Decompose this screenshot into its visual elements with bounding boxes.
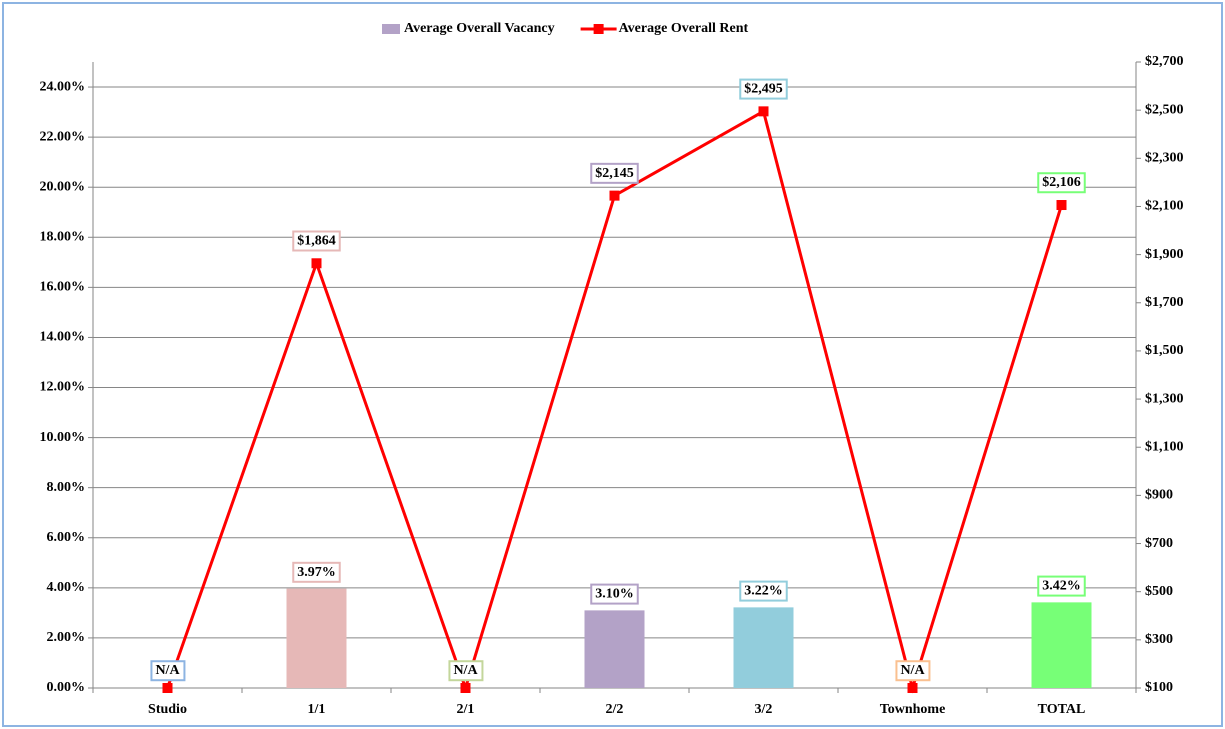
- line-marker: [609, 190, 620, 201]
- data-label-box: [739, 78, 788, 100]
- x-tick-label: 3/2: [755, 702, 773, 717]
- y2-tick-label: $500: [1145, 584, 1173, 599]
- data-label-box: [292, 561, 341, 583]
- x-tick-label: TOTAL: [1038, 702, 1086, 717]
- line-marker: [907, 683, 918, 693]
- y2-tick-label: $1,700: [1145, 295, 1184, 310]
- y-tick-label: 4.00%: [47, 580, 86, 595]
- bar: [1031, 602, 1092, 688]
- y2-tick-label: $1,300: [1145, 391, 1184, 406]
- y-tick-label: 14.00%: [40, 330, 86, 345]
- data-label: $2,495: [744, 82, 783, 97]
- data-label: N/A: [155, 663, 180, 678]
- y-tick-label: 20.00%: [40, 179, 86, 194]
- y2-tick-label: $2,100: [1145, 199, 1184, 214]
- x-tick-label: 2/2: [606, 702, 624, 717]
- data-label-box: [292, 230, 341, 252]
- legend-label: Average Overall Vacancy: [404, 21, 555, 36]
- y2-tick-label: $2,700: [1145, 54, 1184, 69]
- legend-label: Average Overall Rent: [619, 21, 749, 36]
- data-label: N/A: [453, 663, 478, 678]
- data-label: $2,106: [1042, 175, 1081, 190]
- data-label: 3.22%: [744, 584, 783, 599]
- y2-tick-label: $1,500: [1145, 343, 1184, 358]
- legend-swatch-marker: [593, 24, 604, 34]
- x-tick-label: Townhome: [880, 702, 946, 717]
- line-marker: [311, 258, 322, 269]
- line-marker: [162, 683, 173, 693]
- bar: [584, 610, 645, 688]
- y-tick-label: 22.00%: [40, 129, 86, 144]
- x-tick-label: 2/1: [457, 702, 475, 717]
- y-tick-label: 6.00%: [47, 530, 86, 545]
- data-label-box: [1037, 575, 1086, 597]
- y2-tick-label: $700: [1145, 536, 1173, 551]
- data-label-box: [590, 162, 639, 184]
- data-label-box: [1037, 172, 1086, 194]
- data-label: $1,864: [297, 234, 336, 249]
- y2-tick-label: $900: [1145, 488, 1173, 503]
- y2-tick-label: $100: [1145, 680, 1173, 695]
- bar: [733, 607, 794, 688]
- y-tick-label: 16.00%: [40, 280, 86, 295]
- data-label-box: [150, 660, 186, 682]
- y-tick-label: 0.00%: [47, 680, 86, 695]
- x-tick-label: 1/1: [308, 702, 326, 717]
- y-tick-label: 18.00%: [40, 229, 86, 244]
- y2-tick-label: $300: [1145, 632, 1173, 647]
- y2-tick-label: $1,900: [1145, 247, 1184, 262]
- data-label-box: [448, 660, 484, 682]
- bar: [286, 588, 347, 688]
- data-label-box: [895, 660, 931, 682]
- y2-tick-label: $2,500: [1145, 102, 1184, 117]
- data-label-box: [739, 580, 788, 602]
- data-label: 3.97%: [297, 565, 336, 580]
- y-tick-label: 8.00%: [47, 480, 86, 495]
- data-label: 3.10%: [595, 587, 634, 602]
- y2-tick-label: $1,100: [1145, 439, 1184, 454]
- y-tick-label: 24.00%: [40, 79, 86, 94]
- line-marker: [460, 683, 471, 693]
- x-tick-label: Studio: [148, 702, 187, 717]
- line-marker: [758, 106, 769, 117]
- y2-tick-label: $2,300: [1145, 151, 1184, 166]
- line-marker: [1056, 200, 1067, 211]
- data-label-box: [590, 583, 639, 605]
- y-tick-label: 2.00%: [47, 630, 86, 645]
- y-tick-label: 10.00%: [40, 430, 86, 445]
- y-tick-label: 12.00%: [40, 380, 86, 395]
- data-label: 3.42%: [1042, 579, 1081, 594]
- data-label: N/A: [900, 663, 925, 678]
- data-label: $2,145: [595, 166, 634, 181]
- legend-swatch: [382, 24, 400, 34]
